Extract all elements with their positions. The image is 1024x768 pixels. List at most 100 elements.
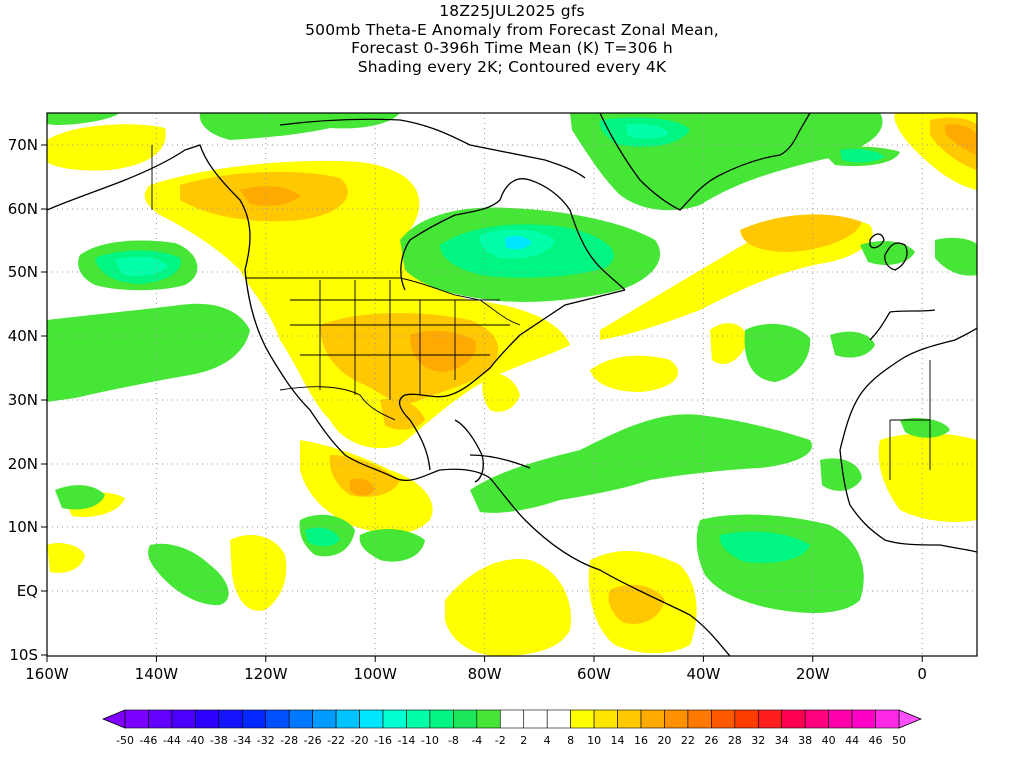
color-bar: -50 -46 -44 -40 -38 -34 -32 -28 -26 -22 -20 -16 -14-…	[101, 709, 923, 747]
colorbar-labels: -50 -46 -44 -40 -38 -34 -32 -28 -26 -22 -20 -16 -14-…	[116, 734, 906, 747]
lon-label: 160W	[25, 665, 69, 683]
colorbar-swatch	[265, 709, 290, 729]
colorbar-swatch	[241, 709, 267, 729]
colorbar-swatch	[382, 709, 407, 729]
coastlines	[47, 113, 977, 656]
colorbar-right-arrow	[898, 709, 923, 729]
title-line-date: 18Z25JUL2025 gfs	[439, 2, 585, 20]
colorbar-label: 28	[728, 734, 742, 747]
colorbar-label: -28	[280, 734, 298, 747]
colorbar-swatch	[148, 709, 173, 729]
lon-label: 20W	[796, 665, 830, 683]
colorbar-swatch	[570, 709, 595, 729]
colorbar-label: 44	[845, 734, 859, 747]
colorbar-label: -46	[139, 734, 157, 747]
colorbar-label: -22	[327, 734, 345, 747]
colorbar-swatch	[687, 709, 712, 729]
lon-label: 40W	[686, 665, 720, 683]
colorbar-swatch	[617, 709, 642, 729]
colorbar-label: -34	[233, 734, 251, 747]
colorbar-label: -4	[471, 734, 482, 747]
colorbar-label: -20	[351, 734, 369, 747]
colorbar-swatch	[359, 709, 384, 729]
colorbar-label: -14	[397, 734, 415, 747]
colorbar-swatch	[546, 709, 571, 729]
lat-label: 50N	[8, 263, 38, 281]
colorbar-swatch	[664, 709, 689, 729]
map-gridlines	[47, 113, 977, 656]
lon-label: 60W	[577, 665, 611, 683]
political-borders	[151, 145, 931, 480]
lon-label: 140W	[135, 665, 179, 683]
lon-label: 0	[917, 665, 927, 683]
colorbar-label: -32	[257, 734, 275, 747]
colorbar-swatch	[406, 709, 431, 729]
colorbar-label: 14	[611, 734, 625, 747]
colorbar-label: -50	[116, 734, 134, 747]
colorbar-label: -38	[210, 734, 228, 747]
colorbar-swatch	[453, 709, 478, 729]
colorbar-label: 38	[798, 734, 812, 747]
colorbar-swatch	[335, 709, 360, 729]
map-title: 18Z25JUL2025 gfs 500mb Theta-E Anomaly f…	[0, 2, 1024, 76]
longitude-labels: 160W 140W 120W 100W 80W 60W 40W 20W 0	[25, 665, 927, 683]
colorbar-label: -2	[495, 734, 506, 747]
colorbar-label: 8	[567, 734, 574, 747]
strong-negative-cores	[115, 124, 668, 276]
colorbar-swatch	[312, 709, 337, 729]
lat-label: 60N	[8, 200, 38, 218]
colorbar-swatch	[523, 709, 548, 729]
lat-label: 10N	[8, 518, 38, 536]
colorbar-label: 40	[822, 734, 836, 747]
negative-anomaly-regions	[47, 113, 977, 613]
lat-label: 30N	[8, 391, 38, 409]
colorbar-swatch	[828, 709, 853, 729]
colorbar-swatch	[218, 709, 243, 729]
colorbar-swatch	[195, 709, 220, 729]
colorbar-left-arrow	[101, 709, 126, 729]
colorbar-swatch	[711, 709, 736, 729]
colorbar-label: 46	[869, 734, 883, 747]
colorbar-label: -26	[304, 734, 322, 747]
colorbar-label: 2	[520, 734, 527, 747]
colorbar-label: 4	[544, 734, 551, 747]
title-line-shading: Shading every 2K; Contoured every 4K	[357, 57, 667, 76]
colorbar-swatch	[171, 709, 196, 729]
lat-label: 70N	[8, 136, 38, 154]
colorbar-swatch	[593, 709, 618, 729]
colorbar-label: -10	[421, 734, 439, 747]
anomaly-shading	[47, 113, 977, 656]
colorbar-label: -40	[186, 734, 204, 747]
colorbar-swatch	[734, 709, 759, 729]
colorbar-swatch	[804, 709, 829, 729]
colorbar-swatch	[429, 709, 454, 729]
lat-label: 40N	[8, 327, 38, 345]
colorbar-swatch	[757, 709, 783, 729]
colorbar-swatch	[499, 709, 525, 729]
map-frame	[46, 112, 978, 657]
lat-label: 10S	[9, 646, 38, 664]
colorbar-label: 22	[681, 734, 695, 747]
colorbar-label: 50	[892, 734, 906, 747]
colorbar-label: -16	[374, 734, 392, 747]
colorbar-swatch	[781, 709, 806, 729]
colorbar-swatch	[875, 709, 900, 729]
latitude-labels: 70N 60N 50N 40N 30N 20N 10N EQ 10S	[8, 136, 38, 664]
colorbar-swatch	[640, 709, 665, 729]
lon-label: 100W	[353, 665, 397, 683]
colorbar-swatch	[851, 709, 876, 729]
colorbar-swatch	[476, 709, 501, 729]
colorbar-label: -44	[163, 734, 181, 747]
lon-label: 80W	[468, 665, 502, 683]
title-line-forecast: Forecast 0-396h Time Mean (K) T=306 h	[351, 39, 673, 57]
colorbar-label: 34	[775, 734, 789, 747]
title-line-field: 500mb Theta-E Anomaly from Forecast Zona…	[305, 20, 719, 39]
colorbar-label: 10	[587, 734, 601, 747]
colorbar-label: 32	[751, 734, 765, 747]
axis-ticks	[41, 144, 923, 662]
lon-label: 120W	[244, 665, 288, 683]
extreme-negative-core	[505, 235, 532, 250]
strong-positive-cores	[240, 124, 977, 496]
colorbar-swatch	[124, 709, 149, 729]
